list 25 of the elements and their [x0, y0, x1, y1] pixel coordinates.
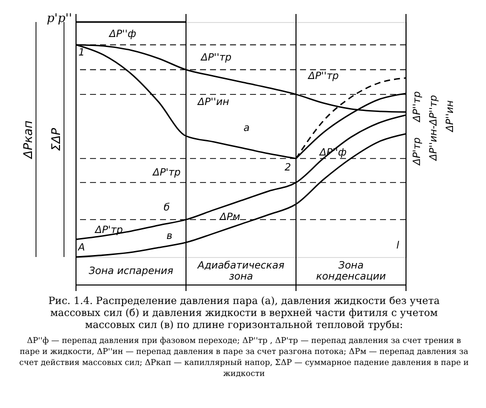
text: ΣΔP — [49, 127, 63, 152]
annotation: 1 — [78, 48, 85, 59]
text: ΔP''ин — [445, 100, 456, 133]
annotation: A — [77, 242, 86, 254]
text: ΔP''тр — [412, 91, 423, 123]
annotation: ΔP''ин — [196, 96, 230, 108]
text: ΔP''ф — перепад давления при фазовом переходе; ΔP''тр , ΔP'тр — перепад давления за счет трения в паре и жидкости, ΔP''ин — перепад давления в паре за счет разгона потока; ΔPм — перепад давления за счет действия массовых сил; ΔPкап — капиллярный напор, ΣΔP — суммарное падение давления в паре и жидкости — [19, 336, 469, 378]
text: Рис. 1.4. Распределение давления пара (а), давления жидкости без учета массовых сил (б) и давления жидкости в верхней части фитиля с учетом массовых сил (в) по длине горизонтальной тепловой трубы: — [48, 296, 440, 331]
text: ΔP'тр — [412, 137, 423, 166]
annotation: ΔP''ф — [108, 28, 137, 40]
text: ΔP''ин-ΔP''тр — [428, 94, 440, 162]
text: Зона конденсации — [316, 260, 386, 282]
annotation: l — [396, 240, 400, 252]
annotation: б — [164, 202, 170, 214]
annotation: ΔP''тр — [307, 71, 339, 82]
y-axis-title: p'p'' — [46, 11, 72, 25]
annotation: в — [166, 230, 173, 242]
text: Зона испарения — [88, 266, 174, 277]
text: ΔPкап — [21, 120, 35, 160]
annotation: ΔP'тр — [94, 224, 123, 236]
annotation: ΔP'тр — [152, 167, 181, 178]
annotation: ΔP''тр — [200, 52, 232, 64]
text: Адиабатическая зона — [196, 260, 284, 282]
annotation: а — [243, 122, 250, 134]
annotation: 2 — [284, 162, 291, 174]
